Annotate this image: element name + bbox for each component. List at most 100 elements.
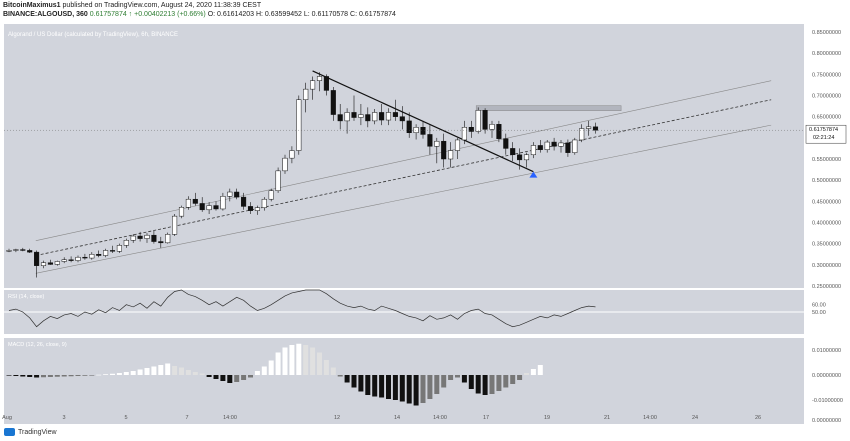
price-tick-label: 0.75000000	[812, 72, 841, 78]
macd-hist-bar	[344, 375, 350, 383]
time-tick-label: 14:00	[433, 415, 447, 421]
candle-body	[247, 206, 254, 211]
candle-body	[54, 261, 60, 265]
candle-body	[61, 259, 67, 262]
time-tick-label: 24	[692, 415, 698, 421]
candle-body	[234, 191, 240, 198]
macd-hist-bar	[27, 375, 33, 377]
macd-hist-bar	[199, 373, 205, 375]
macd-hist-bar	[282, 347, 288, 375]
candle-body	[165, 234, 171, 244]
rsi-tick-label: 60.00	[812, 303, 826, 309]
time-tick-label: 17	[483, 415, 489, 421]
macd-hist-bar	[392, 375, 398, 400]
candle-body	[592, 126, 599, 131]
macd-hist-bar	[13, 375, 19, 376]
price-tick-label: 0.80000000	[812, 51, 841, 57]
macd-hist-bar	[323, 360, 329, 375]
rsi-tick-label: 50.00	[812, 310, 826, 316]
candle-body	[537, 145, 543, 150]
candle-body	[392, 112, 398, 117]
chart-header: BitcoinMaximus1 published on TradingView…	[3, 2, 396, 18]
macd-hist-bar	[137, 369, 143, 375]
macd-hist-bar	[530, 369, 536, 375]
candle-body	[151, 234, 157, 242]
macd-hist-bar	[303, 345, 309, 375]
candle-body	[441, 140, 447, 160]
footer: TradingView	[4, 428, 57, 436]
price-tick-label: 0.70000000	[812, 94, 841, 100]
price-tick-label: 0.25000000	[812, 284, 841, 290]
macd-hist-bar	[379, 375, 385, 398]
price-tick-label: 0.85000000	[812, 30, 841, 36]
price-tick-label: 0.45000000	[812, 199, 841, 205]
candle-body	[220, 196, 226, 210]
chart-canvas[interactable]: 0.85000000 0.80000000 0.75000000 0.70000000…	[0, 20, 850, 428]
time-axis-bg	[4, 408, 804, 424]
macd-hist-bar	[192, 372, 198, 375]
macd-hist-bar	[517, 375, 523, 380]
macd-hist-bar	[296, 343, 302, 375]
macd-hist-bar	[68, 375, 74, 377]
macd-hist-bar	[6, 375, 12, 376]
candle-body	[323, 76, 329, 91]
macd-hist-bar	[468, 375, 474, 389]
macd-hist-bar	[365, 375, 371, 395]
macd-hist-bar	[455, 375, 460, 378]
publisher-name: BitcoinMaximus1	[3, 2, 61, 9]
time-tick-label: 12	[334, 415, 340, 421]
candle-body	[413, 127, 419, 134]
macd-hist-bar	[496, 375, 502, 391]
price-tick-label: 0.30000000	[812, 263, 841, 269]
candle-body	[103, 250, 109, 256]
candle-body	[420, 127, 426, 135]
time-tick-label: 14:00	[223, 415, 237, 421]
macd-hist-bar	[475, 375, 481, 394]
candle-body	[427, 134, 433, 147]
macd-hist-bar	[20, 375, 26, 377]
macd-hist-bar	[144, 368, 150, 375]
macd-hist-bar	[61, 375, 67, 377]
macd-hist-bar	[441, 375, 447, 388]
macd-hist-bar	[116, 373, 122, 375]
candle-body	[206, 205, 212, 211]
macd-hist-bar	[241, 375, 247, 380]
macd-label: MACD (12, 26, close, 9)	[8, 342, 67, 348]
candle-body	[47, 262, 53, 265]
macd-hist-bar	[103, 374, 109, 375]
macd-hist-bar	[234, 375, 240, 382]
price-tick-label: 0.65000000	[812, 115, 841, 121]
macd-hist-bar	[524, 373, 529, 375]
channel-lower-line	[35, 124, 772, 274]
candle-body	[296, 99, 302, 151]
price-change: 0.61757874 ↑ +0.00402213 (+0.66%)	[89, 11, 206, 18]
candle-body	[20, 249, 26, 251]
macd-hist-bar	[427, 375, 433, 399]
macd-hist-bar	[96, 374, 102, 376]
macd-hist-bar	[268, 360, 274, 375]
footer-brand: TradingView	[18, 428, 57, 436]
macd-hist-bar	[317, 352, 322, 375]
macd-hist-bar	[330, 367, 336, 375]
macd-hist-bar	[310, 347, 316, 375]
candle-body	[185, 198, 191, 208]
macd-hist-bar	[420, 375, 426, 403]
candle-body	[275, 170, 281, 191]
macd-hist-bar	[110, 373, 115, 375]
current-price-label: 0.61757874	[809, 127, 838, 133]
macd-hist-bar	[372, 375, 378, 397]
candle-body	[551, 141, 557, 147]
macd-hist-bar	[386, 375, 391, 399]
candle-body	[503, 138, 509, 149]
price-tick-label: 0.55000000	[812, 157, 841, 163]
macd-hist-bar	[248, 375, 253, 378]
candle-body	[330, 90, 336, 115]
candle-body	[344, 112, 350, 122]
candle-body	[365, 114, 371, 122]
rsi-line	[8, 289, 596, 328]
macd-hist-bar	[82, 375, 88, 376]
candle-body	[406, 120, 412, 134]
chart-title: Algorand / US Dollar (calculated by Trad…	[8, 32, 178, 38]
macd-hist-bar	[254, 371, 260, 375]
current-price-box	[805, 124, 847, 144]
